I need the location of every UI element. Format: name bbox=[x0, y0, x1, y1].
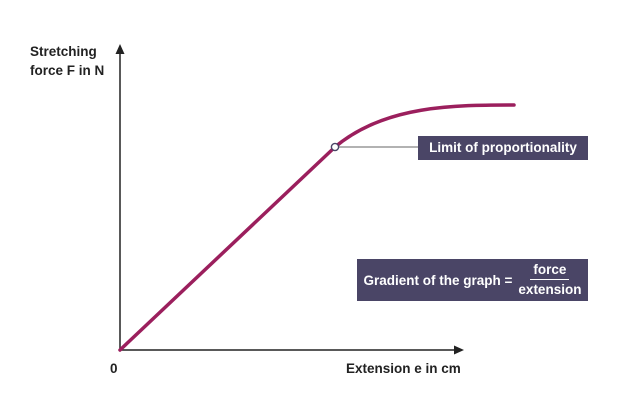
limit-of-proportionality-marker bbox=[330, 142, 340, 152]
gradient-fraction: force extension bbox=[518, 262, 581, 298]
x-axis-label: Extension e in cm bbox=[346, 361, 461, 376]
gradient-denominator: extension bbox=[518, 282, 582, 297]
y-axis bbox=[115, 44, 125, 350]
x-axis bbox=[120, 345, 464, 355]
gradient-formula-prefix: Gradient of the graph = bbox=[363, 272, 513, 288]
y-axis-label-line-2: force F in N bbox=[30, 63, 105, 78]
y-axis-label-line-1: Stretching bbox=[30, 44, 97, 59]
gradient-formula-callout: Gradient of the graph = force extension bbox=[357, 259, 588, 301]
limit-of-proportionality-callout: Limit of proportionality bbox=[418, 136, 588, 160]
y-axis-label: Stretching force F in N bbox=[30, 42, 104, 80]
origin-label: 0 bbox=[110, 361, 118, 376]
force-extension-curve bbox=[118, 103, 516, 352]
gradient-numerator: force bbox=[530, 262, 570, 280]
y-axis-arrowhead bbox=[115, 44, 125, 54]
x-axis-arrowhead bbox=[454, 345, 464, 355]
